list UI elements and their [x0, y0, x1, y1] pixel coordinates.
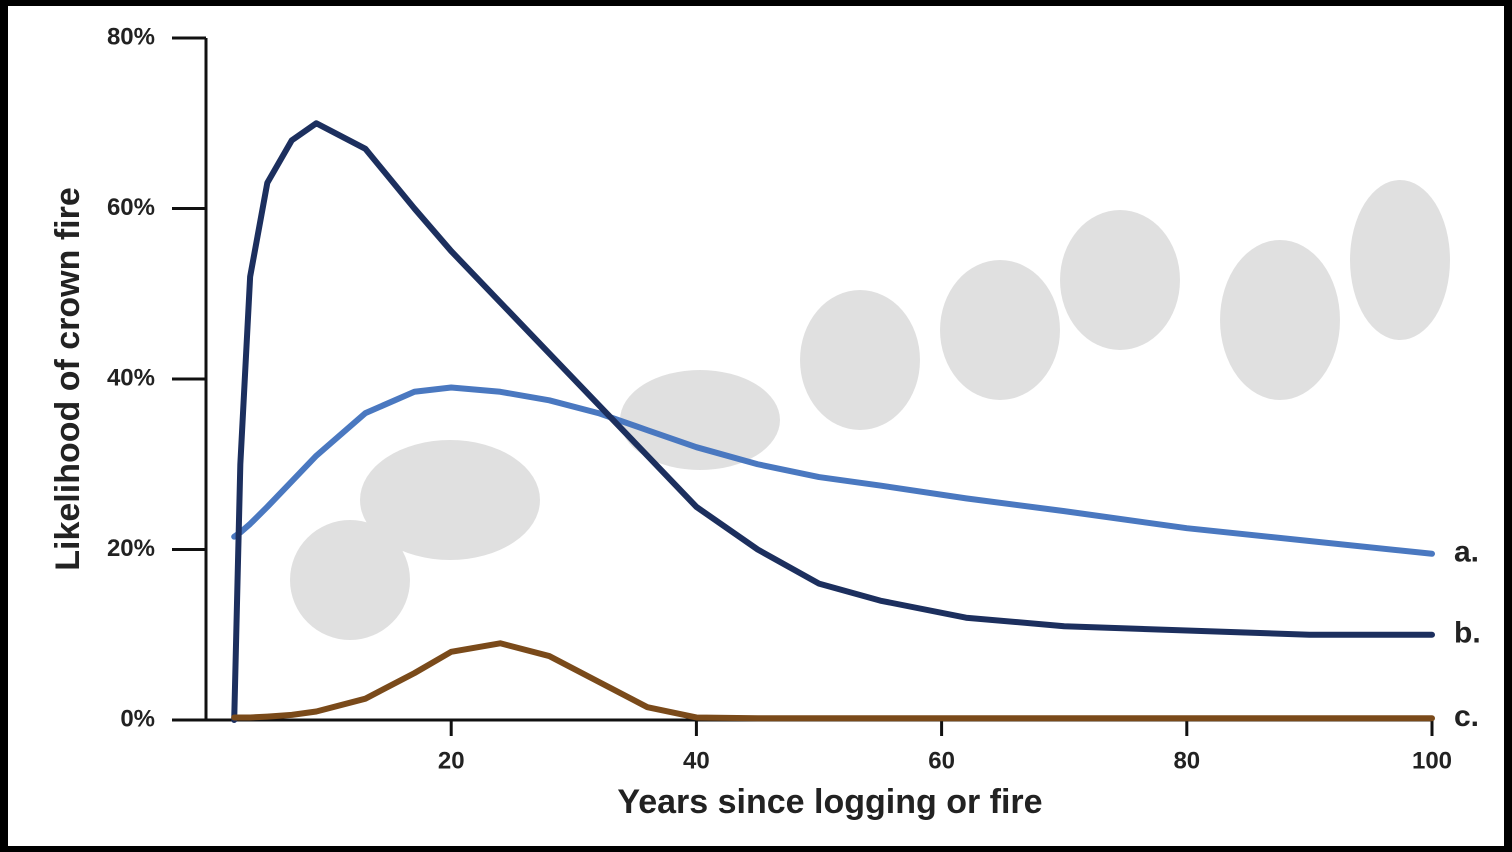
y-axis-label: Likelihood of crown fire — [49, 187, 87, 570]
x-tick-label: 100 — [1412, 747, 1452, 774]
x-tick-label: 40 — [683, 747, 710, 774]
y-tick-label: 40% — [107, 364, 155, 391]
chart: Likelihood of crown fire Years since log… — [0, 0, 1512, 852]
series-label: a. — [1454, 536, 1479, 569]
x-tick-label: 20 — [438, 747, 465, 774]
x-tick-label: 60 — [928, 747, 955, 774]
y-tick-label: 60% — [107, 194, 155, 221]
y-tick-label: 0% — [120, 705, 155, 732]
x-axis-label: Years since logging or fire — [617, 783, 1042, 821]
x-tick-label: 80 — [1173, 747, 1200, 774]
y-tick-label: 20% — [107, 535, 155, 562]
page: Likelihood of crown fire Years since log… — [0, 0, 1512, 852]
series-label: b. — [1454, 617, 1481, 650]
y-tick-label: 80% — [107, 23, 155, 50]
series-label: c. — [1454, 700, 1479, 733]
